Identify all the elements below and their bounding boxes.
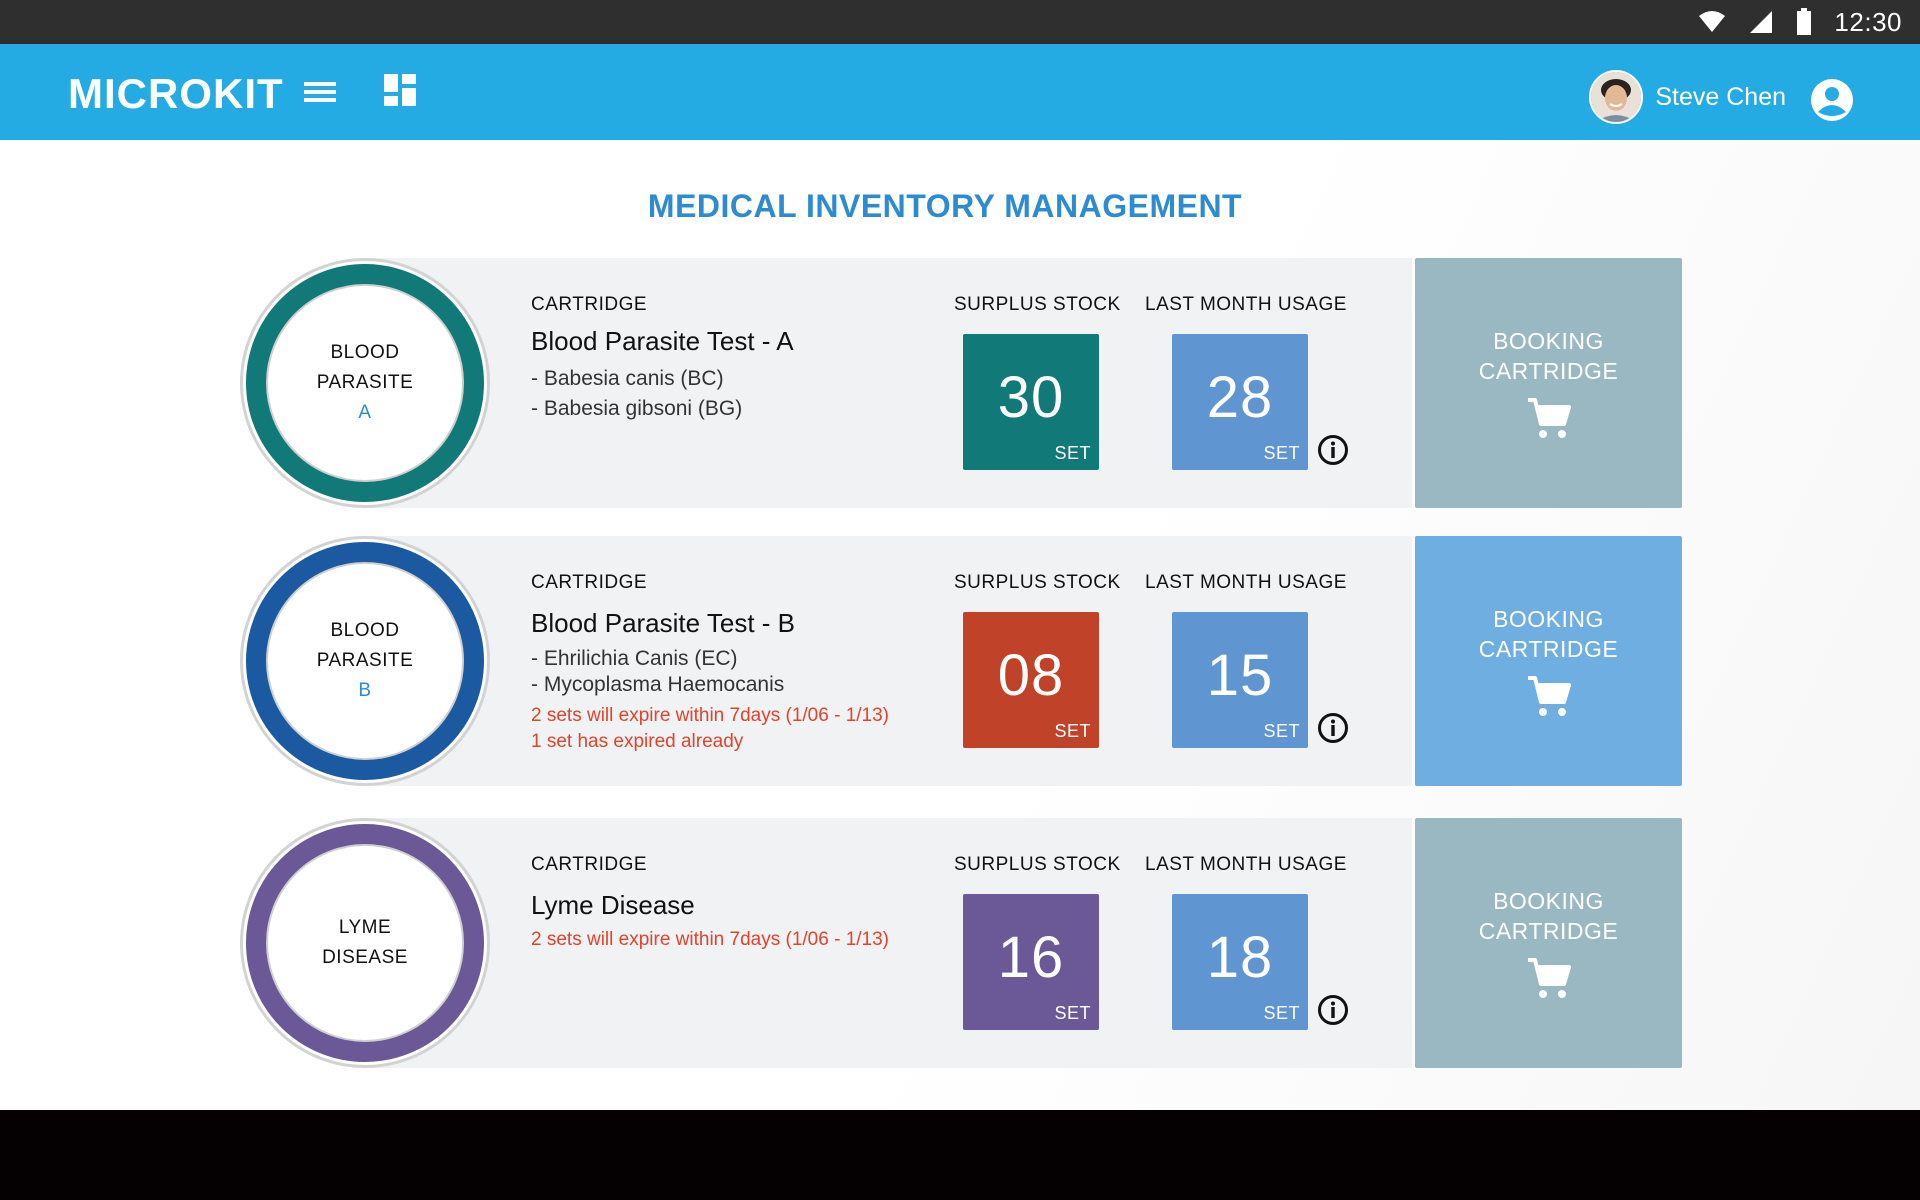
surplus-stock-box: 16 SET: [963, 894, 1099, 1030]
brand-logo: MICROKIT: [68, 70, 284, 117]
cartridge-detail: - Mycoplasma Haemocanis: [531, 673, 785, 696]
stat-unit: SET: [1263, 721, 1300, 741]
inventory-row: BLOOD PARASITE B CARTRIDGE Blood Parasit…: [240, 536, 1682, 786]
category-badge: BLOOD PARASITE B: [240, 536, 490, 786]
surplus-stock-box: 30 SET: [963, 334, 1099, 470]
usage-box: 18 SET: [1172, 894, 1308, 1030]
info-icon: [1318, 995, 1348, 1025]
status-time: 12:30: [1834, 6, 1902, 37]
badge-line1: LYME: [338, 917, 392, 938]
status-icons: 12:30: [1698, 0, 1902, 44]
booking-label-line1: BOOKING: [1493, 888, 1604, 914]
cartridge-label: CARTRIDGE: [531, 294, 648, 315]
surplus-stock-label: SURPLUS STOCK: [954, 572, 1121, 593]
usage-value: 15: [1206, 643, 1274, 708]
shopping-cart-icon: [1527, 676, 1571, 716]
booking-label-line2: CARTRIDGE: [1478, 918, 1619, 944]
stat-unit: SET: [1263, 1003, 1300, 1023]
cartridge-detail: - Babesia canis (BC): [531, 367, 724, 390]
usage-info-button[interactable]: [1317, 712, 1349, 744]
booking-cartridge-button[interactable]: BOOKING CARTRIDGE: [1415, 258, 1682, 508]
cartridge-name: Blood Parasite Test - B: [531, 608, 795, 638]
badge-line2: PARASITE: [316, 650, 414, 671]
stat-unit: SET: [1263, 443, 1300, 463]
signal-icon: [1750, 11, 1773, 33]
cartridge-info: CARTRIDGE Blood Parasite Test - A - Babe…: [531, 294, 951, 421]
badge-line2: DISEASE: [322, 947, 408, 968]
wifi-icon: [1699, 11, 1726, 32]
cartridge-detail: - Babesia gibsoni (BG): [531, 397, 743, 420]
surplus-stock-value: 08: [997, 643, 1065, 708]
usage-info-button[interactable]: [1317, 994, 1349, 1026]
cartridge-detail: - Ehrilichia Canis (EC): [531, 647, 738, 670]
user-profile[interactable]: Steve Chen: [1589, 70, 1786, 124]
info-icon: [1318, 713, 1348, 743]
badge-letter: A: [358, 402, 372, 423]
usage-value: 18: [1206, 925, 1274, 990]
account-button[interactable]: [1810, 78, 1854, 122]
surplus-stock-label: SURPLUS STOCK: [954, 854, 1121, 875]
last-month-usage-label: LAST MONTH USAGE: [1145, 572, 1347, 593]
booking-label-line2: CARTRIDGE: [1478, 358, 1619, 384]
booking-cartridge-button[interactable]: BOOKING CARTRIDGE: [1415, 536, 1682, 786]
avatar-image: [1591, 72, 1642, 122]
badge-label: LYME DISEASE: [266, 844, 464, 1042]
usage-value: 28: [1206, 365, 1274, 430]
status-bar: 12:30: [0, 0, 1920, 44]
badge-line1: BLOOD: [330, 620, 400, 641]
badge-line2: PARASITE: [316, 372, 414, 393]
expiry-warning: 1 set has expired already: [531, 731, 744, 752]
booking-cartridge-button[interactable]: BOOKING CARTRIDGE: [1415, 818, 1682, 1068]
expiry-warning: 2 sets will expire within 7days (1/06 - …: [531, 705, 889, 726]
category-badge: LYME DISEASE: [240, 818, 490, 1068]
stat-unit: SET: [1054, 721, 1091, 741]
menu-button[interactable]: [300, 74, 340, 110]
inventory-row: LYME DISEASE CARTRIDGE Lyme Disease 2 se…: [240, 818, 1682, 1068]
info-icon: [1318, 435, 1348, 465]
dashboard-icon: [384, 74, 416, 106]
expiry-warning: 2 sets will expire within 7days (1/06 - …: [531, 929, 889, 950]
cartridge-info: CARTRIDGE Blood Parasite Test - B - Ehri…: [531, 572, 951, 753]
cartridge-name: Lyme Disease: [531, 890, 695, 920]
account-circle-icon: [1811, 79, 1853, 121]
booking-label-line2: CARTRIDGE: [1478, 636, 1619, 662]
shopping-cart-icon: [1527, 398, 1571, 438]
inventory-row: BLOOD PARASITE A CARTRIDGE Blood Parasit…: [240, 258, 1682, 508]
navigation-bar: [0, 1110, 1920, 1200]
badge-label: BLOOD PARASITE B: [266, 562, 464, 760]
cartridge-label: CARTRIDGE: [531, 572, 648, 593]
avatar: [1589, 70, 1644, 124]
dashboard-button[interactable]: [380, 70, 420, 110]
surplus-stock-value: 16: [997, 925, 1065, 990]
surplus-stock-box: 08 SET: [963, 612, 1099, 748]
booking-label-line1: BOOKING: [1493, 606, 1604, 632]
user-name: Steve Chen: [1655, 82, 1786, 111]
badge-label: BLOOD PARASITE A: [266, 284, 464, 482]
badge-letter: B: [358, 680, 372, 701]
usage-box: 15 SET: [1172, 612, 1308, 748]
stat-unit: SET: [1054, 443, 1091, 463]
booking-label-line1: BOOKING: [1493, 328, 1604, 354]
last-month-usage-label: LAST MONTH USAGE: [1145, 294, 1347, 315]
menu-icon: [304, 82, 336, 102]
usage-box: 28 SET: [1172, 334, 1308, 470]
usage-info-button[interactable]: [1317, 434, 1349, 466]
surplus-stock-label: SURPLUS STOCK: [954, 294, 1121, 315]
cartridge-info: CARTRIDGE Lyme Disease 2 sets will expir…: [531, 854, 951, 951]
main-content: MEDICAL INVENTORY MANAGEMENT BLOOD PARAS…: [0, 140, 1920, 1110]
page-title: MEDICAL INVENTORY MANAGEMENT: [647, 188, 1243, 224]
app-bar: MICROKIT Steve Chen: [0, 44, 1920, 140]
shopping-cart-icon: [1527, 958, 1571, 998]
stat-unit: SET: [1054, 1003, 1091, 1023]
badge-line1: BLOOD: [330, 342, 400, 363]
category-badge: BLOOD PARASITE A: [240, 258, 490, 508]
battery-icon: [1797, 8, 1812, 35]
last-month-usage-label: LAST MONTH USAGE: [1145, 854, 1347, 875]
surplus-stock-value: 30: [997, 365, 1065, 430]
cartridge-name: Blood Parasite Test - A: [531, 326, 794, 356]
cartridge-label: CARTRIDGE: [531, 854, 648, 875]
